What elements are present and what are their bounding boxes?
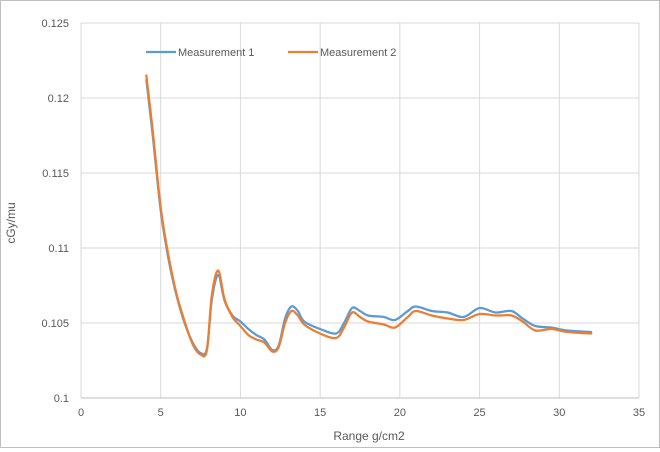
- y-tick-label: 0.115: [42, 168, 69, 180]
- y-tick-label: 0.125: [41, 18, 69, 30]
- x-tick-label: 0: [78, 407, 84, 419]
- y-tick-label: 0.105: [41, 318, 69, 330]
- x-tick-label: 5: [158, 407, 164, 419]
- series-line-measurement-2: [145, 74, 593, 358]
- y-axis-label: cGy/mu: [4, 202, 18, 243]
- x-tick-label: 30: [553, 407, 565, 419]
- legend-label: Measurement 2: [320, 47, 396, 59]
- x-tick-label: 25: [473, 407, 485, 419]
- legend: Measurement 1 Measurement 2: [146, 47, 396, 59]
- axes: 0.1 0.105 0.11 0.115 0.12 0.125 0 5 10 15 20 25 30 35: [41, 18, 645, 419]
- y-tick-label: 0.11: [48, 243, 69, 255]
- x-tick-label: 15: [314, 407, 326, 419]
- x-tick-label: 20: [394, 407, 406, 419]
- legend-label: Measurement 1: [178, 47, 254, 59]
- y-tick-label: 0.12: [48, 93, 69, 105]
- y-tick-label: 0.1: [54, 393, 69, 405]
- series-line-measurement-1: [145, 78, 593, 356]
- series-group: [145, 74, 593, 358]
- gridlines: [80, 22, 640, 399]
- x-tick-label: 10: [234, 407, 246, 419]
- x-axis-label: Range g/cm2: [333, 429, 405, 443]
- x-tick-label: 35: [633, 407, 645, 419]
